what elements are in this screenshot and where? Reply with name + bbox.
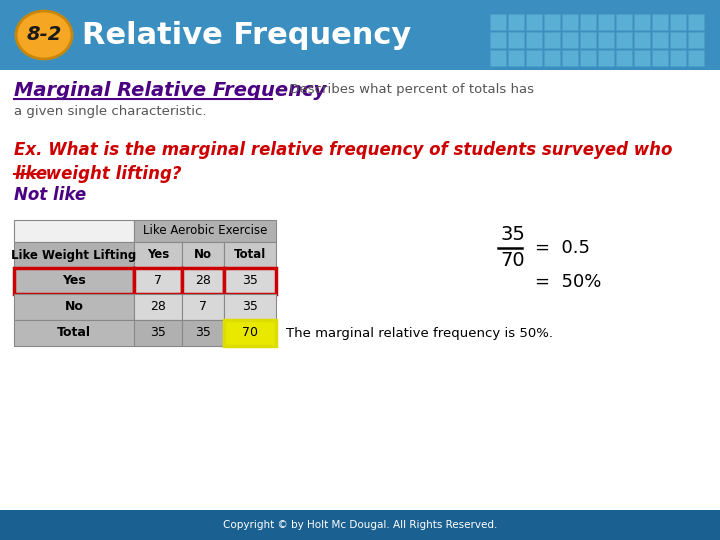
Bar	[616, 14, 632, 30]
Text: 8-2: 8-2	[27, 25, 62, 44]
Ellipse shape	[16, 11, 72, 59]
Bar	[544, 50, 560, 66]
Text: 28: 28	[195, 274, 211, 287]
Bar	[670, 32, 686, 48]
Bar	[562, 32, 578, 48]
Bar	[134, 220, 276, 242]
Text: 28: 28	[150, 300, 166, 314]
Bar	[224, 242, 276, 268]
Text: 35: 35	[195, 327, 211, 340]
Bar	[688, 14, 704, 30]
Text: =  0.5: = 0.5	[535, 239, 590, 257]
Bar	[508, 14, 524, 30]
Bar	[14, 320, 134, 346]
Bar	[224, 294, 276, 320]
Text: Yes: Yes	[147, 248, 169, 261]
Bar	[490, 50, 506, 66]
Bar	[652, 50, 668, 66]
Text: 35: 35	[242, 274, 258, 287]
Bar	[526, 32, 542, 48]
Text: No: No	[194, 248, 212, 261]
Text: Marginal Relative Frequency: Marginal Relative Frequency	[14, 80, 326, 99]
Bar	[182, 294, 224, 320]
Bar	[544, 14, 560, 30]
Bar	[0, 0, 720, 70]
Bar	[598, 50, 614, 66]
Bar	[508, 50, 524, 66]
Text: Total: Total	[234, 248, 266, 261]
Text: 35: 35	[500, 226, 525, 245]
Text: Not like: Not like	[14, 186, 86, 204]
Bar	[670, 14, 686, 30]
Bar	[134, 268, 182, 294]
Bar	[526, 14, 542, 30]
Text: weight lifting?: weight lifting?	[40, 165, 181, 183]
Text: Like Weight Lifting: Like Weight Lifting	[12, 248, 137, 261]
Bar	[688, 32, 704, 48]
Text: Total: Total	[57, 327, 91, 340]
Text: :- Describes what percent of totals has: :- Describes what percent of totals has	[276, 84, 534, 97]
Bar	[182, 320, 224, 346]
Text: a given single characteristic.: a given single characteristic.	[14, 105, 207, 118]
Text: The marginal relative frequency is 50%.: The marginal relative frequency is 50%.	[286, 327, 553, 340]
Bar	[598, 14, 614, 30]
Bar	[580, 32, 596, 48]
Bar	[544, 32, 560, 48]
Text: Like Aerobic Exercise: Like Aerobic Exercise	[143, 225, 267, 238]
Text: Copyright © by Holt Mc Dougal. All Rights Reserved.: Copyright © by Holt Mc Dougal. All Right…	[222, 520, 498, 530]
Bar	[14, 242, 134, 268]
Bar	[134, 294, 182, 320]
Bar	[562, 14, 578, 30]
Text: 35: 35	[150, 327, 166, 340]
Text: 70: 70	[500, 251, 525, 269]
Bar	[580, 50, 596, 66]
Bar	[490, 14, 506, 30]
Text: No: No	[65, 300, 84, 314]
Bar	[634, 50, 650, 66]
Bar	[688, 50, 704, 66]
Bar	[652, 32, 668, 48]
Text: 7: 7	[199, 300, 207, 314]
Text: like: like	[14, 165, 47, 183]
Bar	[182, 268, 224, 294]
Bar	[598, 32, 614, 48]
Bar	[526, 50, 542, 66]
Bar	[652, 14, 668, 30]
Bar	[634, 14, 650, 30]
Bar	[182, 242, 224, 268]
Bar	[634, 32, 650, 48]
Bar	[616, 50, 632, 66]
Text: Yes: Yes	[62, 274, 86, 287]
Text: 35: 35	[242, 300, 258, 314]
Text: Relative Frequency: Relative Frequency	[82, 21, 411, 50]
Bar	[616, 32, 632, 48]
Bar	[562, 50, 578, 66]
Bar	[580, 14, 596, 30]
Bar	[224, 268, 276, 294]
Bar	[490, 32, 506, 48]
Text: 70: 70	[242, 327, 258, 340]
Bar	[0, 510, 720, 540]
Bar	[14, 294, 134, 320]
Bar	[670, 50, 686, 66]
Text: Ex. What is the marginal relative frequency of students surveyed who: Ex. What is the marginal relative freque…	[14, 141, 672, 159]
Text: =  50%: = 50%	[535, 273, 601, 291]
Bar	[134, 320, 182, 346]
Bar	[14, 268, 134, 294]
Bar	[508, 32, 524, 48]
Text: 7: 7	[154, 274, 162, 287]
Bar	[14, 220, 134, 242]
Bar	[224, 320, 276, 346]
Bar	[134, 242, 182, 268]
